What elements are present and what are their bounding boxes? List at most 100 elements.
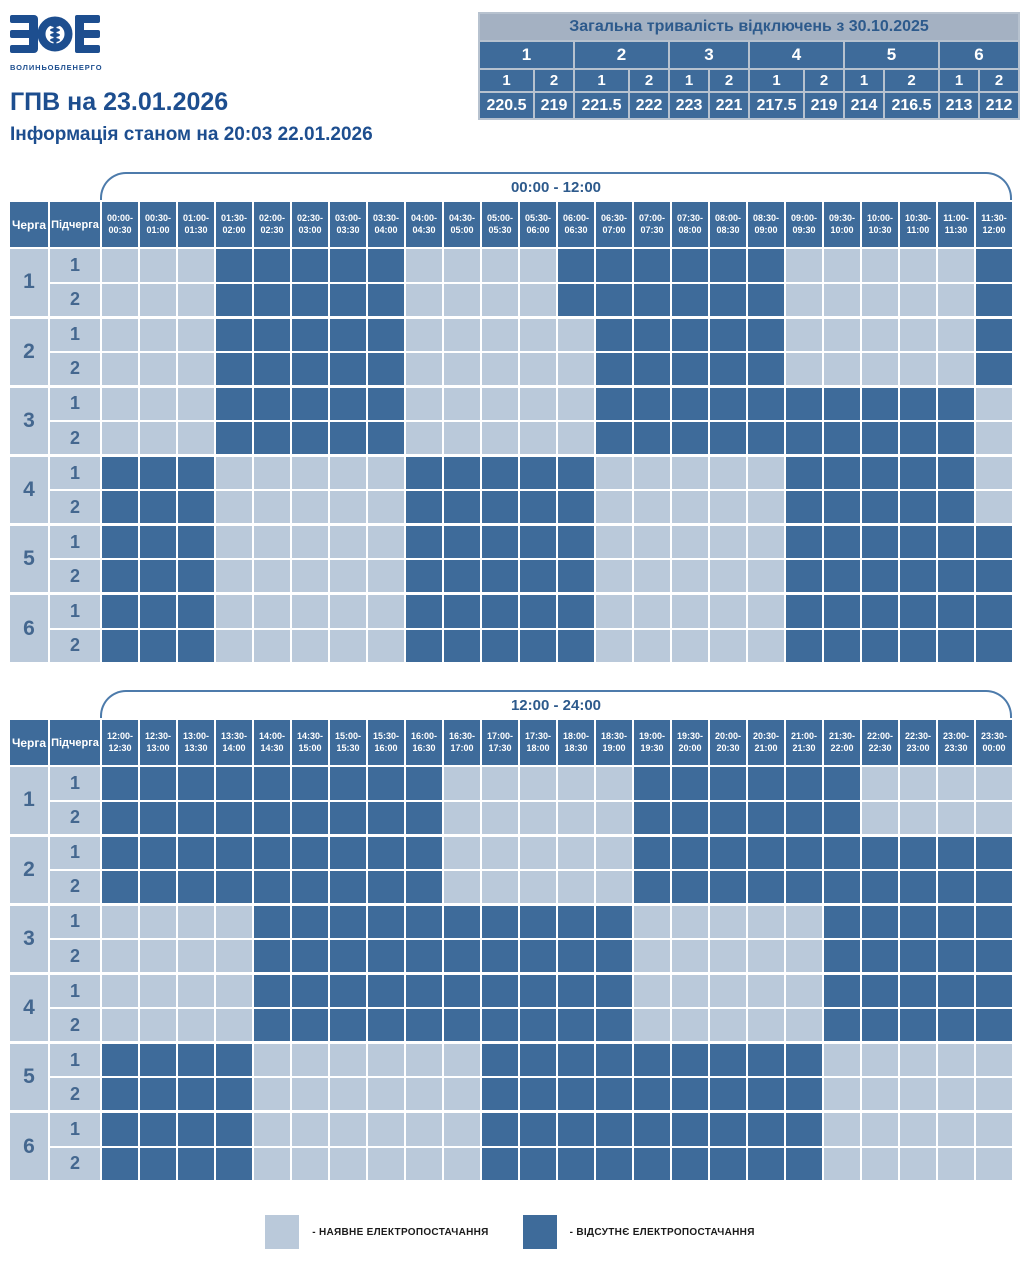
time-slot-cell [518,1076,558,1113]
time-slot-cell [860,833,900,871]
time-slot-header: 20:00- 20:30 [708,718,748,767]
time-slot-header: 11:00- 11:30 [936,200,976,249]
time-slot-cell [518,765,558,802]
time-slot-cell [784,247,824,284]
time-slot-cell [100,592,140,630]
summary-subqueue-cell: 2 [708,68,750,93]
time-slot-cell [214,902,254,940]
time-slot-header: 08:30- 09:00 [746,200,786,249]
time-slot-cell [214,350,254,388]
time-slot-cell [708,833,748,871]
time-slot-cell [328,765,368,802]
time-slot-cell [746,902,786,940]
time-slot-cell [252,489,292,526]
time-slot-header: 14:00- 14:30 [252,718,292,767]
time-slot-cell [974,1007,1014,1044]
subqueue-number: 2 [48,937,102,975]
time-slot-cell [480,247,520,284]
time-slot-cell [898,592,938,630]
time-slot-cell [822,592,862,630]
time-slot-cell [784,868,824,906]
time-slot-cell [366,247,406,284]
time-slot-cell [138,868,178,906]
summary-duration-value: 214 [843,91,885,120]
time-slot-cell [480,1145,520,1183]
time-slot-header: 19:00- 19:30 [632,718,672,767]
time-slot-header: 12:30- 13:00 [138,718,178,767]
time-slot-cell [860,868,900,906]
time-slot-cell [100,1145,140,1183]
time-slot-cell [822,868,862,906]
time-slot-cell [252,247,292,284]
time-slot-cell [214,1145,254,1183]
time-slot-cell [708,1041,748,1079]
time-slot-header: 23:00- 23:30 [936,718,976,767]
subqueue-number: 2 [48,419,102,457]
time-slot-cell [442,1076,482,1113]
time-slot-cell [974,627,1014,665]
time-slot-cell [974,247,1014,284]
time-slot-cell [214,868,254,906]
time-slot-cell [100,902,140,940]
time-slot-cell [290,868,330,906]
time-slot-cell [518,627,558,665]
time-slot-cell [290,902,330,940]
time-slot-cell [366,1041,406,1079]
time-slot-cell [556,1007,596,1044]
time-slot-cell [974,489,1014,526]
summary-duration-value: 216.5 [883,91,940,120]
time-slot-cell [822,1110,862,1148]
time-slot-cell [366,972,406,1010]
time-slot-cell [784,1110,824,1148]
time-slot-header: 05:30- 06:00 [518,200,558,249]
time-slot-cell [936,1041,976,1079]
schedule-row: 2 [9,281,1014,319]
schedule-row: 2 [9,1076,1014,1113]
time-slot-cell [556,868,596,906]
time-slot-header: 02:30- 03:00 [290,200,330,249]
time-slot-cell [480,350,520,388]
time-slot-cell [100,799,140,837]
time-slot-cell [518,315,558,353]
time-slot-cell [822,937,862,975]
time-slot-cell [556,1041,596,1079]
time-slot-header: 16:30- 17:00 [442,718,482,767]
queue-number: 4 [8,454,50,526]
time-slot-cell [708,558,748,595]
time-slot-cell [936,523,976,561]
time-slot-cell [328,1041,368,1079]
time-slot-cell [138,281,178,319]
time-slot-header: 22:00- 22:30 [860,718,900,767]
time-slot-cell [936,454,976,492]
time-slot-cell [974,902,1014,940]
time-slot-cell [442,1007,482,1044]
time-slot-cell [100,489,140,526]
time-slot-header: 08:00- 08:30 [708,200,748,249]
time-slot-cell [252,972,292,1010]
time-slot-cell [898,902,938,940]
time-slot-header: 14:30- 15:00 [290,718,330,767]
time-slot-cell [442,454,482,492]
time-slot-cell [290,558,330,595]
summary-queue-cell: 5 [843,40,940,70]
time-slot-cell [214,454,254,492]
time-slot-cell [100,1007,140,1044]
time-slot-header: 13:30- 14:00 [214,718,254,767]
time-slot-cell [784,627,824,665]
time-slot-header: 11:30- 12:00 [974,200,1014,249]
time-slot-cell [290,384,330,422]
time-slot-cell [480,937,520,975]
time-slot-cell [556,972,596,1010]
time-slot-cell [404,523,444,561]
time-slot-cell [822,315,862,353]
time-slot-cell [784,281,824,319]
time-slot-cell [328,1076,368,1113]
time-slot-cell [404,868,444,906]
time-slot-cell [594,315,634,353]
time-slot-cell [366,833,406,871]
time-slot-cell [594,384,634,422]
time-slot-cell [974,384,1014,422]
